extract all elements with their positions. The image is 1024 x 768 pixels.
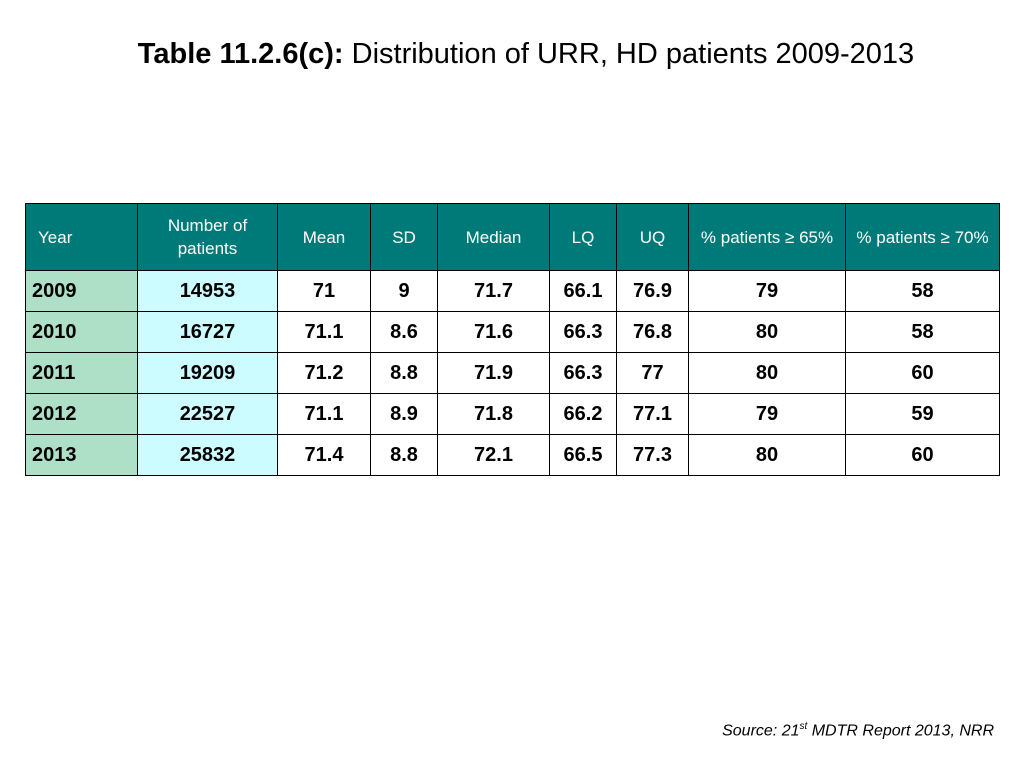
page-title: Table 11.2.6(c): Distribution of URR, HD…	[0, 34, 1024, 74]
cell-pct-70: 60	[845, 434, 1000, 476]
header-sd: SD	[370, 203, 438, 271]
cell-sd: 8.8	[370, 434, 438, 476]
cell-sd: 8.6	[370, 311, 438, 353]
header-lq: LQ	[549, 203, 617, 271]
header-number-of-patients: Number of patients	[137, 203, 278, 271]
cell-year: 2011	[25, 352, 138, 394]
cell-pct-65: 79	[688, 393, 846, 435]
table-row: 2010 16727 71.1 8.6 71.6 66.3 76.8 80 58	[25, 311, 1000, 353]
cell-lq: 66.2	[549, 393, 617, 435]
cell-median: 71.9	[437, 352, 550, 394]
cell-median: 72.1	[437, 434, 550, 476]
table-row: 2011 19209 71.2 8.8 71.9 66.3 77 80 60	[25, 352, 1000, 394]
cell-mean: 71.1	[277, 311, 371, 353]
cell-mean: 71.2	[277, 352, 371, 394]
cell-sd: 9	[370, 270, 438, 312]
cell-patients: 16727	[137, 311, 278, 353]
cell-lq: 66.3	[549, 352, 617, 394]
cell-patients: 14953	[137, 270, 278, 312]
header-uq: UQ	[616, 203, 689, 271]
cell-pct-70: 58	[845, 270, 1000, 312]
cell-patients: 19209	[137, 352, 278, 394]
title-text: Distribution of URR, HD patients 2009-20…	[343, 38, 915, 70]
cell-uq: 77.3	[616, 434, 689, 476]
cell-year: 2009	[25, 270, 138, 312]
cell-lq: 66.1	[549, 270, 617, 312]
cell-pct-65: 80	[688, 352, 846, 394]
header-pct-70: % patients ≥ 70%	[845, 203, 1000, 271]
cell-pct-70: 59	[845, 393, 1000, 435]
source-superscript: st	[799, 721, 808, 732]
header-year: Year	[25, 203, 138, 271]
cell-uq: 77	[616, 352, 689, 394]
cell-sd: 8.9	[370, 393, 438, 435]
table-header-row: Year Number of patients Mean SD Median L…	[25, 203, 1000, 271]
cell-year: 2012	[25, 393, 138, 435]
cell-patients: 22527	[137, 393, 278, 435]
cell-lq: 66.3	[549, 311, 617, 353]
table-row: 2013 25832 71.4 8.8 72.1 66.5 77.3 80 60	[25, 434, 1000, 476]
source-suffix: MDTR Report 2013, NRR	[807, 722, 994, 740]
source-prefix: Source: 21	[722, 722, 800, 740]
cell-mean: 71.1	[277, 393, 371, 435]
cell-uq: 76.9	[616, 270, 689, 312]
title-label: Table 11.2.6(c):	[137, 38, 344, 70]
cell-pct-65: 79	[688, 270, 846, 312]
cell-mean: 71.4	[277, 434, 371, 476]
cell-median: 71.6	[437, 311, 550, 353]
cell-uq: 77.1	[616, 393, 689, 435]
cell-pct-70: 58	[845, 311, 1000, 353]
source-note: Source: 21st MDTR Report 2013, NRR	[722, 721, 994, 740]
cell-sd: 8.8	[370, 352, 438, 394]
cell-pct-70: 60	[845, 352, 1000, 394]
cell-lq: 66.5	[549, 434, 617, 476]
table-row: 2012 22527 71.1 8.9 71.8 66.2 77.1 79 59	[25, 393, 1000, 435]
cell-mean: 71	[277, 270, 371, 312]
urr-distribution-table: Year Number of patients Mean SD Median L…	[25, 203, 1000, 476]
cell-year: 2010	[25, 311, 138, 353]
cell-uq: 76.8	[616, 311, 689, 353]
header-mean: Mean	[277, 203, 371, 271]
cell-median: 71.8	[437, 393, 550, 435]
table-row: 2009 14953 71 9 71.7 66.1 76.9 79 58	[25, 270, 1000, 312]
header-median: Median	[437, 203, 550, 271]
cell-patients: 25832	[137, 434, 278, 476]
cell-year: 2013	[25, 434, 138, 476]
header-pct-65: % patients ≥ 65%	[688, 203, 846, 271]
cell-pct-65: 80	[688, 434, 846, 476]
cell-pct-65: 80	[688, 311, 846, 353]
cell-median: 71.7	[437, 270, 550, 312]
